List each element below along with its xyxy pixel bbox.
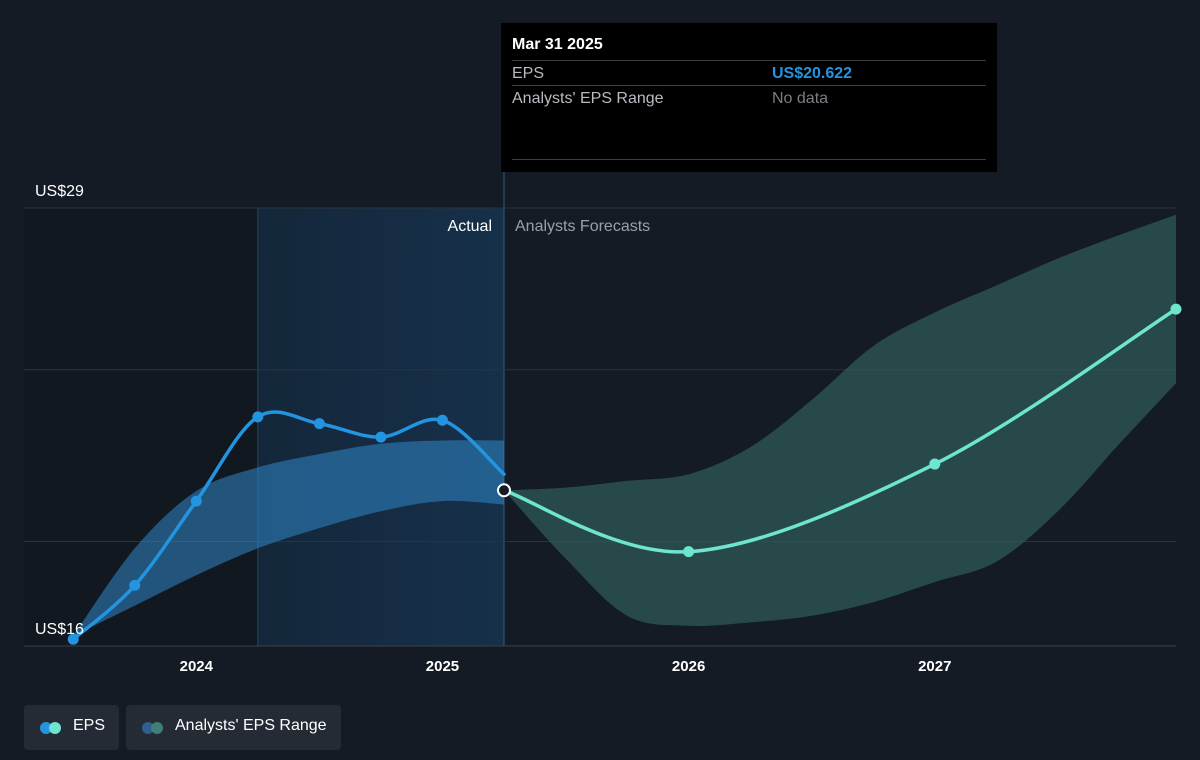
past-year-highlight (257, 208, 504, 646)
legend-eps[interactable]: EPS (24, 705, 119, 750)
eps-point-actual (129, 579, 141, 591)
x-tick-label: 2025 (426, 658, 459, 675)
tooltip-row-range: Analysts' EPS Range No data (512, 85, 986, 111)
eps-hover-point (497, 483, 511, 498)
y-tick-label-bottom: US$16 (35, 621, 84, 638)
legend-analysts-range[interactable]: Analysts' EPS Range (126, 705, 341, 750)
eps-range-band-actual (73, 440, 504, 636)
eps-point-forecast (929, 458, 941, 470)
eps-line-forecast (502, 307, 1178, 554)
range-legend-icon (142, 722, 166, 734)
tooltip-row-eps: EPS US$20.622 (512, 60, 986, 86)
eps-point-forecast (683, 546, 695, 558)
legend-range-label: Analysts' EPS Range (175, 717, 327, 734)
eps-point-actual (252, 411, 264, 423)
tooltip-range-value: No data (772, 90, 829, 107)
legend-eps-label: EPS (73, 717, 106, 734)
eps-point-actual (190, 495, 202, 507)
actual-label: Actual (448, 218, 492, 235)
eps-chart[interactable]: US$29 US$16 Actual Analysts Forecasts 2024 20… (0, 0, 1200, 700)
eps-point-actual (375, 431, 387, 443)
eps-line-actual (71, 410, 506, 642)
eps-legend-icon (40, 722, 64, 734)
tooltip-eps-value: US$20.622 (772, 65, 853, 82)
eps-point-actual (436, 414, 448, 426)
eps-range-band-forecast (504, 214, 1176, 627)
y-tick-label-top: US$29 (35, 183, 84, 200)
x-tick-label: 2027 (918, 658, 951, 675)
eps-point-actual (67, 633, 79, 645)
x-tick-label: 2026 (672, 658, 705, 675)
forecast-label: Analysts Forecasts (515, 218, 650, 235)
eps-point-forecast (1170, 303, 1182, 315)
tooltip-eps-label: EPS (512, 65, 545, 82)
hover-tooltip: Mar 31 2025 EPS US$20.622 Analysts' EPS … (501, 23, 997, 172)
tooltip-range-label: Analysts' EPS Range (512, 90, 664, 107)
tooltip-date: Mar 31 2025 (512, 36, 603, 53)
eps-point-actual (313, 418, 325, 430)
x-tick-label: 2024 (180, 658, 214, 675)
tooltip-divider (512, 159, 986, 160)
